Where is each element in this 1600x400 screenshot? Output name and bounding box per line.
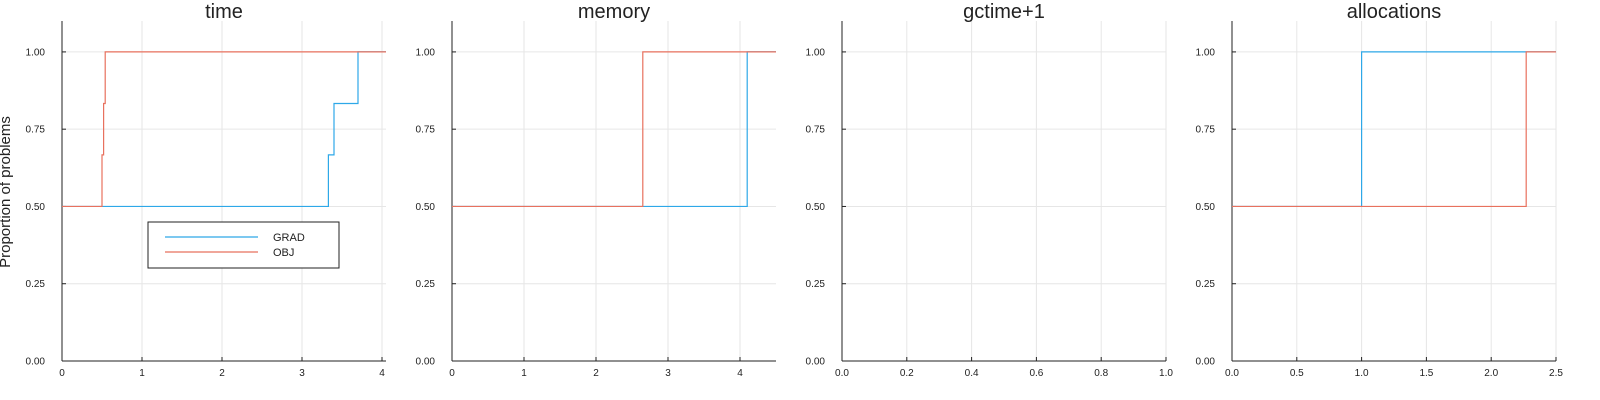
y-axis-label: Proportion of problems [0,116,14,268]
x-tick-label: 3 [299,368,305,379]
y-tick-label: 0.50 [806,202,826,213]
y-tick-label: 0.00 [806,357,826,368]
x-tick-label: 0.6 [1029,368,1043,379]
series-line-obj [62,51,386,208]
x-tick-label: 1 [521,368,527,379]
chart-title: gctime+1 [963,1,1045,23]
x-tick-label: 1.0 [1159,368,1173,379]
y-tick-label: 1.00 [1196,47,1216,58]
chart-title: time [205,1,243,23]
legend-box [147,221,340,269]
x-tick-label: 1 [139,368,145,379]
x-tick-label: 3 [665,368,671,379]
y-tick-label: 0.00 [1196,357,1216,368]
y-tick-label: 1.00 [416,47,436,58]
y-tick-label: 0.00 [26,357,46,368]
legend-label-grad: GRAD [273,232,305,244]
chart-title: allocations [1347,1,1442,23]
y-tick-label: 0.25 [1196,279,1216,290]
series-line-obj [452,51,776,208]
y-tick-label: 0.25 [416,279,436,290]
y-tick-label: 0.75 [26,125,46,136]
y-tick-label: 0.50 [1196,202,1216,213]
y-tick-label: 1.00 [26,47,46,58]
series-line-grad [62,51,386,208]
x-tick-label: 1.0 [1355,368,1369,379]
x-tick-label: 2.5 [1549,368,1563,379]
x-tick-label: 0.4 [965,368,979,379]
x-tick-label: 0.2 [900,368,914,379]
x-tick-label: 0 [449,368,455,379]
chart-title: memory [578,1,650,23]
chart-panel-0: 0 1 2 3 4 0.00 0.25 0.50 0.75 1.00 time GRAD OBJ [26,1,386,379]
series-line-obj [1232,51,1556,208]
chart-panel-3: 0.0 0.5 1.0 1.5 2.0 2.5 0.00 0.25 0.50 0.75 1.00 al… [1196,1,1564,379]
chart-panel-1: 0 1 2 3 4 0.00 0.25 0.50 0.75 1.00 memory [416,1,776,379]
y-tick-label: 0.25 [806,279,826,290]
x-tick-label: 2.0 [1484,368,1498,379]
y-tick-label: 0.75 [806,125,826,136]
x-tick-label: 2 [593,368,599,379]
x-tick-label: 1.5 [1419,368,1433,379]
x-tick-label: 4 [379,368,385,379]
chart-panel-2: 0.0 0.2 0.4 0.6 0.8 1.0 0.00 0.25 0.50 0.75 1.00 gc… [806,1,1174,379]
x-tick-label: 0 [59,368,65,379]
y-tick-label: 0.50 [416,202,436,213]
legend: GRAD OBJ [147,221,340,269]
x-tick-label: 0.0 [1225,368,1239,379]
x-tick-label: 0.5 [1290,368,1304,379]
legend-label-obj: OBJ [273,247,294,259]
y-tick-label: 0.25 [26,279,46,290]
y-tick-label: 0.75 [1196,125,1216,136]
y-tick-label: 0.50 [26,202,46,213]
y-tick-label: 0.00 [416,357,436,368]
y-tick-label: 0.75 [416,125,436,136]
x-tick-label: 0.8 [1094,368,1108,379]
x-tick-label: 0.0 [835,368,849,379]
x-tick-label: 4 [737,368,743,379]
y-tick-label: 1.00 [806,47,826,58]
x-tick-label: 2 [219,368,225,379]
